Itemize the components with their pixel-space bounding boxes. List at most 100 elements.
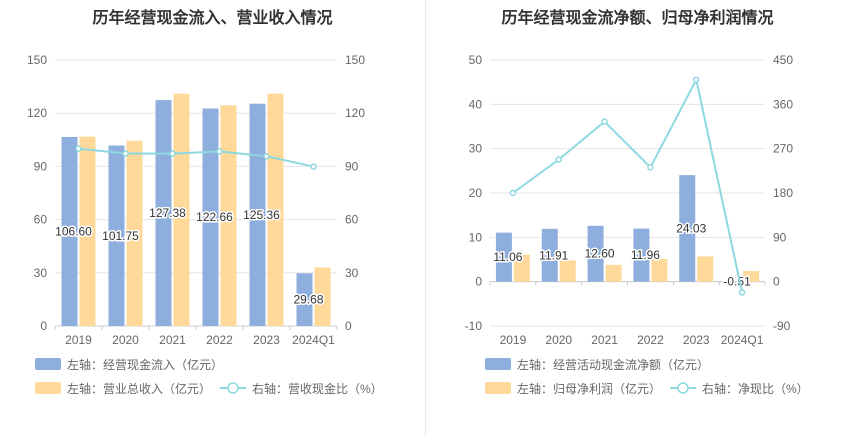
left-bar-secondary xyxy=(267,93,284,327)
right-bar-secondary xyxy=(559,260,576,282)
right-ratio-point xyxy=(509,189,517,197)
right-bar-secondary xyxy=(651,259,668,282)
right-bar-primary xyxy=(725,281,742,284)
left-left-tick-label: 30 xyxy=(34,266,48,280)
right-legend-marker xyxy=(677,382,689,394)
left-left-tick-label: 0 xyxy=(40,319,47,333)
left-category-label: 2020 xyxy=(112,333,139,347)
left-data-label: 29.68 xyxy=(293,293,323,307)
right-left-tick-label: -10 xyxy=(465,319,483,333)
right-chart-title: 历年经营现金流净额、归母净利润情况 xyxy=(501,10,774,27)
right-left-tick-label: 40 xyxy=(469,97,483,111)
left-right-tick-label: 30 xyxy=(345,266,359,280)
left-left-tick-label: 150 xyxy=(27,53,47,67)
right-ratio-point xyxy=(601,118,608,125)
left-chart-panel: 历年经营现金流入、营业收入情况 0 30 60 90 120 150 0 30 60 90 120 1… xyxy=(27,10,383,396)
left-ratio-point xyxy=(263,153,270,160)
left-chart-svg: 0 30 60 90 120 150 0 30 60 90 120 150 2019 2020 2021 20… xyxy=(27,53,383,396)
left-legend-swatch xyxy=(35,358,61,370)
right-bar-secondary xyxy=(743,271,760,282)
left-ratio-point xyxy=(122,150,129,157)
right-bar-primary xyxy=(633,228,650,282)
left-bar-secondary xyxy=(220,105,237,326)
left-data-label: 127.38 xyxy=(149,206,186,220)
left-ratio-point xyxy=(169,150,176,157)
left-right-tick-label: 120 xyxy=(345,106,365,120)
left-bar-primary xyxy=(155,100,172,327)
right-ratio-point xyxy=(693,76,700,83)
left-bar-primary xyxy=(249,103,266,326)
left-bar-primary xyxy=(108,145,125,326)
right-left-tick-label: 0 xyxy=(475,275,482,289)
right-right-tick-label: 180 xyxy=(773,186,793,200)
right-right-tick-label: 450 xyxy=(773,53,793,67)
right-right-tick-label: 270 xyxy=(773,142,793,156)
left-bar-secondary xyxy=(126,140,143,326)
right-bar-primary xyxy=(495,232,512,282)
right-category-label: 2024Q1 xyxy=(721,333,764,347)
left-bar-secondary xyxy=(173,93,190,327)
right-bar-primary xyxy=(541,228,558,282)
left-category-label: 2019 xyxy=(65,333,92,347)
left-category-label: 2022 xyxy=(206,333,233,347)
right-bar-primary xyxy=(679,175,696,282)
right-ratio-point xyxy=(738,289,746,296)
left-ratio-point xyxy=(310,163,317,170)
right-bar-secondary xyxy=(697,256,714,282)
left-legend-marker xyxy=(227,382,239,394)
right-left-tick-label: 20 xyxy=(469,186,483,200)
left-bar-primary xyxy=(202,108,219,326)
left-legend-label: 右轴：营收现金比（%） xyxy=(252,381,383,396)
left-category-label: 2021 xyxy=(159,333,186,347)
right-ratio-line xyxy=(512,76,744,293)
left-legend-label: 左轴：营业总收入（亿元） xyxy=(67,381,211,396)
right-data-label: 12.60 xyxy=(585,247,615,261)
left-bar-primary xyxy=(61,136,78,326)
right-ratio-point xyxy=(555,156,562,163)
right-legend-label: 左轴：经营活动现金流净额（亿元） xyxy=(517,357,709,372)
right-legend-label: 左轴：归母净利润（亿元） xyxy=(517,381,661,396)
left-category-label: 2023 xyxy=(253,333,280,347)
left-data-label: 125.36 xyxy=(243,208,280,222)
panel-divider xyxy=(425,0,426,437)
left-category-label: 2024Q1 xyxy=(292,333,335,347)
right-left-tick-label: 30 xyxy=(469,142,483,156)
right-category-label: 2020 xyxy=(545,333,572,347)
right-data-label: 11.06 xyxy=(493,250,522,264)
right-bar-primary xyxy=(587,225,604,282)
left-bar-secondary xyxy=(79,136,96,326)
right-chart-svg: -10 0 10 20 30 40 50 -90 0 90 180 270 360 450 2019 2020… xyxy=(465,53,809,396)
left-left-tick-label: 120 xyxy=(27,106,47,120)
left-ratio-point xyxy=(216,148,223,155)
right-category-label: 2021 xyxy=(591,333,618,347)
left-right-tick-label: 60 xyxy=(345,213,359,227)
right-ratio-point xyxy=(647,164,654,171)
right-left-tick-label: 10 xyxy=(469,230,483,244)
left-ratio-line xyxy=(78,147,314,168)
right-category-label: 2023 xyxy=(683,333,710,347)
right-right-tick-label: -90 xyxy=(773,319,791,333)
right-bar-secondary xyxy=(513,254,530,282)
left-chart-title: 历年经营现金流入、营业收入情况 xyxy=(92,10,333,27)
left-data-label: 101.75 xyxy=(102,229,139,243)
left-left-tick-label: 60 xyxy=(34,213,48,227)
right-right-tick-label: 0 xyxy=(773,275,780,289)
left-right-tick-label: 0 xyxy=(345,319,352,333)
left-legend-label: 左轴：经营现金流入（亿元） xyxy=(67,357,223,372)
left-left-tick-label: 90 xyxy=(34,159,48,173)
left-right-tick-label: 150 xyxy=(345,53,365,67)
left-data-label: 106.60 xyxy=(55,224,92,238)
right-data-label: 11.96 xyxy=(631,248,660,262)
right-legend-label: 右轴：净现比（%） xyxy=(702,381,809,396)
left-bar-secondary xyxy=(314,267,331,326)
left-data-label: 122.66 xyxy=(196,210,233,224)
right-right-tick-label: 90 xyxy=(773,230,787,244)
right-chart-panel: 历年经营现金流净额、归母净利润情况 -10 0 10 20 30 40 50 -90 0 90 18… xyxy=(425,0,850,437)
right-legend-swatch xyxy=(485,382,511,394)
right-left-tick-label: 50 xyxy=(469,53,483,67)
left-bar-primary xyxy=(296,273,313,326)
right-data-label: 24.03 xyxy=(676,221,706,235)
right-category-label: 2019 xyxy=(500,333,527,347)
right-data-label: -0.51 xyxy=(723,275,751,289)
right-data-label: 11.91 xyxy=(539,248,568,262)
